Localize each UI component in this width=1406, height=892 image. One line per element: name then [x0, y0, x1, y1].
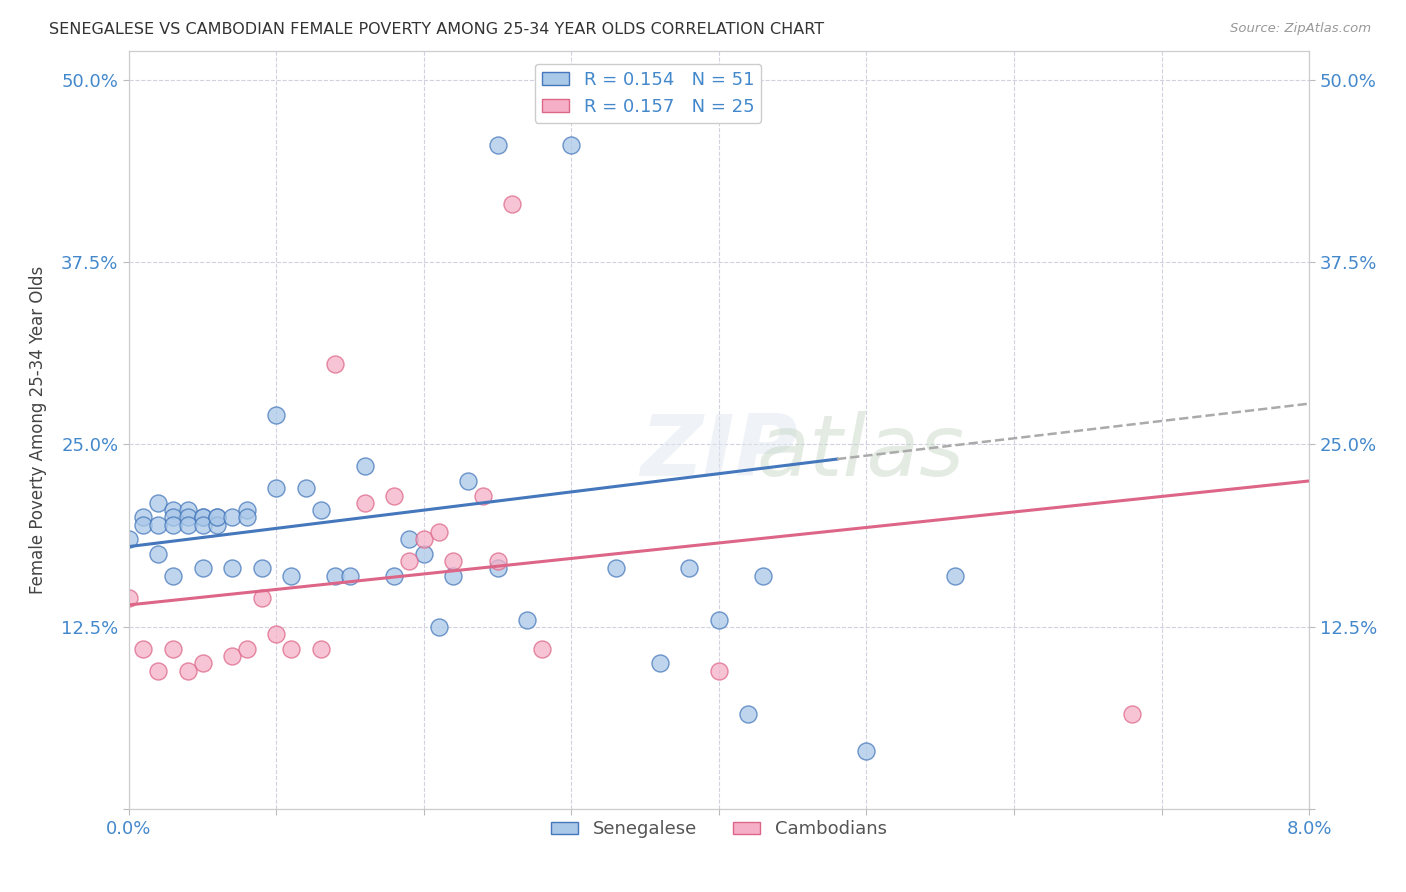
Point: [177, 510, 200, 524]
Point: [191, 561, 214, 575]
Point: [516, 613, 538, 627]
Point: [353, 496, 375, 510]
Point: [207, 510, 229, 524]
Point: [148, 664, 170, 678]
Point: [177, 517, 200, 532]
Point: [486, 561, 509, 575]
Point: [486, 138, 509, 153]
Legend: Senegalese, Cambodians: Senegalese, Cambodians: [544, 814, 894, 846]
Point: [191, 510, 214, 524]
Y-axis label: Female Poverty Among 25-34 Year Olds: Female Poverty Among 25-34 Year Olds: [30, 266, 46, 594]
Point: [132, 641, 155, 656]
Text: SENEGALESE VS CAMBODIAN FEMALE POVERTY AMONG 25-34 YEAR OLDS CORRELATION CHART: SENEGALESE VS CAMBODIAN FEMALE POVERTY A…: [49, 22, 824, 37]
Point: [353, 459, 375, 474]
Point: [132, 517, 155, 532]
Point: [398, 533, 420, 547]
Point: [221, 510, 243, 524]
Point: [280, 568, 302, 582]
Point: [427, 620, 450, 634]
Point: [280, 641, 302, 656]
Point: [737, 707, 759, 722]
Point: [266, 481, 288, 495]
Text: Source: ZipAtlas.com: Source: ZipAtlas.com: [1230, 22, 1371, 36]
Point: [236, 641, 259, 656]
Point: [177, 664, 200, 678]
Point: [1121, 707, 1143, 722]
Point: [162, 517, 184, 532]
Point: [250, 561, 273, 575]
Point: [855, 744, 877, 758]
Point: [162, 641, 184, 656]
Point: [412, 533, 434, 547]
Point: [162, 510, 184, 524]
Point: [427, 524, 450, 539]
Point: [162, 503, 184, 517]
Point: [191, 510, 214, 524]
Text: atlas: atlas: [756, 411, 965, 494]
Point: [339, 568, 361, 582]
Point: [236, 503, 259, 517]
Point: [162, 568, 184, 582]
Point: [207, 517, 229, 532]
Point: [530, 641, 553, 656]
Point: [412, 547, 434, 561]
Point: [441, 554, 464, 568]
Point: [560, 138, 582, 153]
Point: [148, 517, 170, 532]
Point: [382, 568, 405, 582]
Point: [132, 510, 155, 524]
Point: [707, 613, 730, 627]
Point: [323, 568, 346, 582]
Point: [486, 554, 509, 568]
Point: [471, 489, 494, 503]
Point: [191, 657, 214, 671]
Point: [118, 533, 141, 547]
Point: [294, 481, 316, 495]
Point: [382, 489, 405, 503]
Point: [398, 554, 420, 568]
Point: [221, 648, 243, 663]
Point: [605, 561, 627, 575]
Point: [236, 510, 259, 524]
Point: [250, 591, 273, 605]
Point: [752, 568, 775, 582]
Point: [323, 357, 346, 371]
Point: [266, 627, 288, 641]
Point: [191, 517, 214, 532]
Point: [118, 591, 141, 605]
Point: [221, 561, 243, 575]
Point: [207, 510, 229, 524]
Point: [148, 496, 170, 510]
Point: [441, 568, 464, 582]
Point: [943, 568, 966, 582]
Point: [177, 503, 200, 517]
Point: [148, 547, 170, 561]
Point: [309, 503, 332, 517]
Point: [707, 664, 730, 678]
Point: [678, 561, 700, 575]
Point: [266, 409, 288, 423]
Point: [309, 641, 332, 656]
Point: [501, 197, 523, 211]
Point: [648, 657, 671, 671]
Text: ZIP: ZIP: [640, 411, 797, 494]
Point: [457, 474, 479, 488]
